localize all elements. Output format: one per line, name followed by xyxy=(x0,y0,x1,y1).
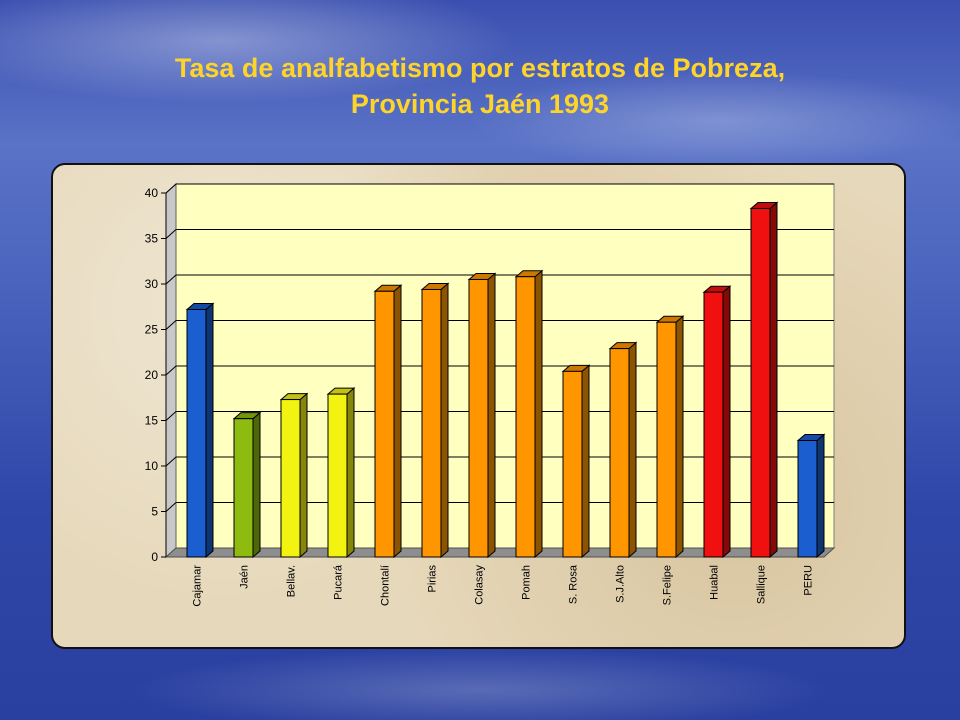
bar-13 xyxy=(750,207,771,558)
bar-7 xyxy=(468,278,489,558)
x-tick-label: Cajamar xyxy=(192,565,204,607)
x-tick-label: Colasay xyxy=(474,565,486,605)
gridline xyxy=(165,229,834,239)
bar-6 xyxy=(421,288,442,558)
bar-side xyxy=(534,269,543,559)
x-tick-label: PERU xyxy=(803,565,815,596)
y-tick-label: 35 xyxy=(145,232,159,246)
bar-side xyxy=(769,201,778,559)
bar-5 xyxy=(374,290,395,558)
bar-8 xyxy=(515,276,536,558)
x-tick-label: Chontalí xyxy=(380,565,392,606)
bar-3 xyxy=(280,399,301,558)
bar-side xyxy=(252,411,261,559)
x-tick-label: S.J.Alto xyxy=(615,565,627,603)
x-tick-label: Bellav. xyxy=(286,565,298,597)
bar-side xyxy=(675,315,684,559)
bar-14 xyxy=(797,440,818,558)
slide-title-line-1: Tasa de analfabetismo por estratos de Po… xyxy=(174,53,786,83)
x-tick-label: Pomah xyxy=(521,565,533,600)
bar-side xyxy=(205,302,214,559)
bar-side xyxy=(816,433,825,559)
slide-title: Tasa de analfabetismo por estratos de Po… xyxy=(0,50,960,122)
bar-11 xyxy=(656,321,677,558)
gridline xyxy=(165,320,834,330)
x-tick-label: Sallique xyxy=(756,565,768,604)
bar-side xyxy=(440,282,449,559)
plot-floor xyxy=(164,547,836,558)
y-tick-label: 40 xyxy=(145,186,159,200)
y-tick-label: 25 xyxy=(145,323,159,337)
y-tick-label: 15 xyxy=(145,414,159,428)
x-tick-label: Huabal xyxy=(709,565,721,600)
bar-10 xyxy=(609,348,630,558)
x-tick-label: Jaén xyxy=(239,565,251,589)
bar-9 xyxy=(562,370,583,558)
gridline xyxy=(165,274,834,285)
bar-side xyxy=(628,341,637,559)
y-tick-label: 30 xyxy=(145,277,159,291)
gridline xyxy=(165,183,834,194)
x-tick-label: Pirias xyxy=(427,565,439,593)
x-tick-label: S. Rosa xyxy=(568,564,580,604)
bar-side xyxy=(581,364,590,559)
y-tick-label: 5 xyxy=(151,505,158,519)
bar-2 xyxy=(233,418,254,558)
bar-side xyxy=(393,284,402,559)
y-tick-label: 20 xyxy=(145,368,159,382)
bar-1 xyxy=(186,308,207,558)
bar-side xyxy=(299,392,308,559)
y-tick-label: 10 xyxy=(145,459,159,473)
x-tick-label: Pucará xyxy=(333,564,345,600)
bar-side xyxy=(487,272,496,559)
y-tick-label: 0 xyxy=(151,550,158,564)
bar-side xyxy=(722,285,731,559)
x-tick-label: S.Felipe xyxy=(662,565,674,605)
bar-side xyxy=(346,387,355,559)
bar-4 xyxy=(327,393,348,558)
bar-12 xyxy=(703,291,724,558)
slide-title-line-2: Provincia Jaén 1993 xyxy=(350,89,610,119)
